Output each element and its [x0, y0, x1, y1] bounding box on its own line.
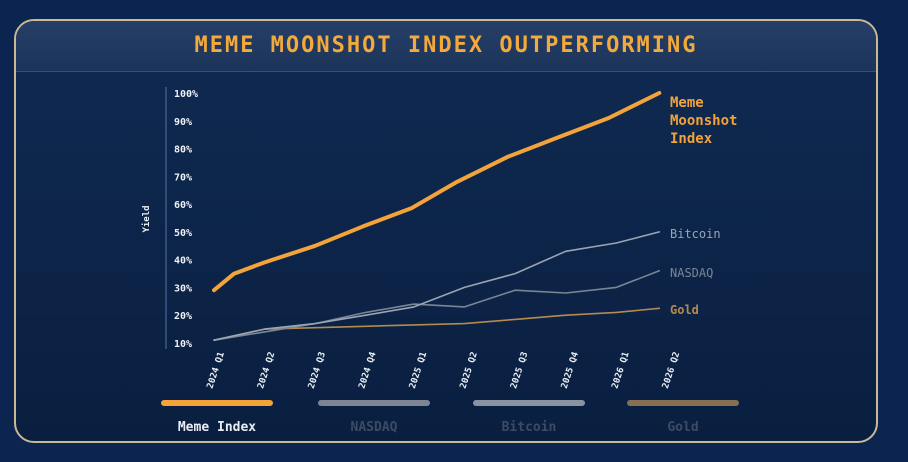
x-tick-label: 2025 Q3 — [509, 351, 530, 390]
y-tick-label: 10% — [174, 339, 192, 350]
x-tick-label: 2025 Q4 — [560, 350, 581, 390]
y-tick-label: 20% — [174, 311, 192, 322]
series-end-label: Meme — [670, 95, 704, 111]
legend-swatch — [473, 400, 585, 406]
end-label-layer: Meme Moonshot Index Bitcoin NASDAQ Gold — [670, 95, 737, 317]
x-tick-label: 2026 Q1 — [610, 351, 631, 390]
series-end-label: Gold — [670, 303, 699, 317]
x-tick-label: 2026 Q2 — [661, 351, 682, 390]
y-tick-label: 100% — [174, 89, 198, 100]
series-line-gold — [213, 307, 661, 342]
legend-label: NASDAQ — [351, 420, 398, 435]
x-tick-label: 2024 Q2 — [256, 351, 277, 390]
series-end-label: Bitcoin — [670, 227, 721, 241]
chart-card: MEME MOONSHOT INDEX OUTPERFORMING 10% 20%… — [14, 19, 878, 443]
legend-swatch — [318, 400, 430, 406]
y-tick-label: 50% — [174, 228, 192, 239]
series-line-nasdaq — [213, 270, 661, 342]
series-line-meme-index — [212, 91, 662, 293]
y-tick-label: 70% — [174, 172, 192, 183]
legend-swatch — [161, 400, 273, 406]
line-chart: 10% 20% 30% 40% 50% 60% 70% 80% 90% 100% Yield 2024… — [141, 87, 739, 435]
legend-label: Gold — [667, 420, 698, 435]
x-tick-label: 2025 Q2 — [459, 351, 480, 390]
x-tick-label: 2024 Q1 — [206, 351, 227, 390]
x-tick-label: 2025 Q1 — [408, 351, 429, 390]
x-tick-label: 2024 Q4 — [357, 350, 378, 390]
series-end-label: Moonshot — [670, 113, 737, 129]
title-bar — [16, 21, 876, 72]
legend: Meme Index NASDAQ Bitcoin Gold — [161, 400, 739, 435]
x-tick-label: 2024 Q3 — [307, 351, 328, 390]
legend-label: Bitcoin — [502, 420, 557, 435]
axis-layer: 10% 20% 30% 40% 50% 60% 70% 80% 90% 100% Yield 2024… — [141, 87, 682, 390]
chart-title: MEME MOONSHOT INDEX OUTPERFORMING — [194, 33, 698, 58]
y-tick-label: 30% — [174, 283, 192, 294]
series-end-label: Index — [670, 131, 713, 147]
y-tick-label: 90% — [174, 117, 192, 128]
y-tick-label: 40% — [174, 256, 192, 267]
y-axis-label: Yield — [141, 205, 152, 232]
series-end-label: NASDAQ — [670, 266, 713, 280]
series-layer — [212, 91, 662, 342]
legend-swatch — [627, 400, 739, 406]
legend-label: Meme Index — [178, 420, 256, 435]
series-line-bitcoin — [213, 231, 661, 342]
y-tick-label: 60% — [174, 200, 192, 211]
y-tick-label: 80% — [174, 145, 192, 156]
